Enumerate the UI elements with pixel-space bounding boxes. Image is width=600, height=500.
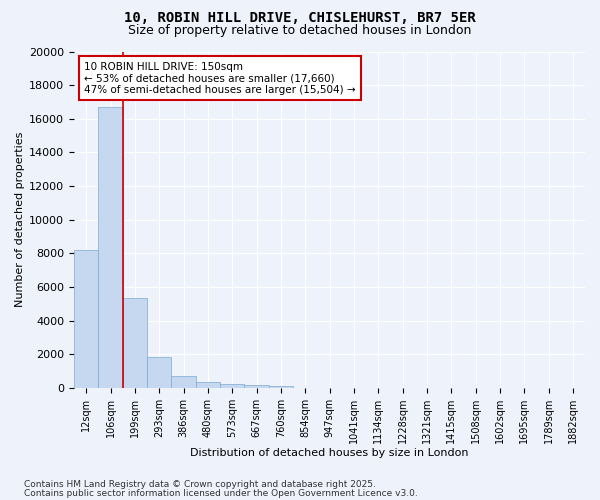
Bar [147,357,172,388]
X-axis label: Distribution of detached houses by size in London: Distribution of detached houses by size … [190,448,469,458]
Y-axis label: Number of detached properties: Number of detached properties [15,132,25,308]
Bar [269,386,293,388]
Bar [196,382,220,388]
Bar [244,385,269,388]
Text: Contains public sector information licensed under the Open Government Licence v3: Contains public sector information licen… [24,488,418,498]
Bar [74,250,98,388]
Bar [98,107,122,388]
Bar [172,376,196,388]
Text: Contains HM Land Registry data © Crown copyright and database right 2025.: Contains HM Land Registry data © Crown c… [24,480,376,489]
Bar [220,384,244,388]
Bar [122,298,147,388]
Text: 10, ROBIN HILL DRIVE, CHISLEHURST, BR7 5ER: 10, ROBIN HILL DRIVE, CHISLEHURST, BR7 5… [124,11,476,25]
Text: 10 ROBIN HILL DRIVE: 150sqm
← 53% of detached houses are smaller (17,660)
47% of: 10 ROBIN HILL DRIVE: 150sqm ← 53% of det… [84,62,356,95]
Text: Size of property relative to detached houses in London: Size of property relative to detached ho… [128,24,472,37]
